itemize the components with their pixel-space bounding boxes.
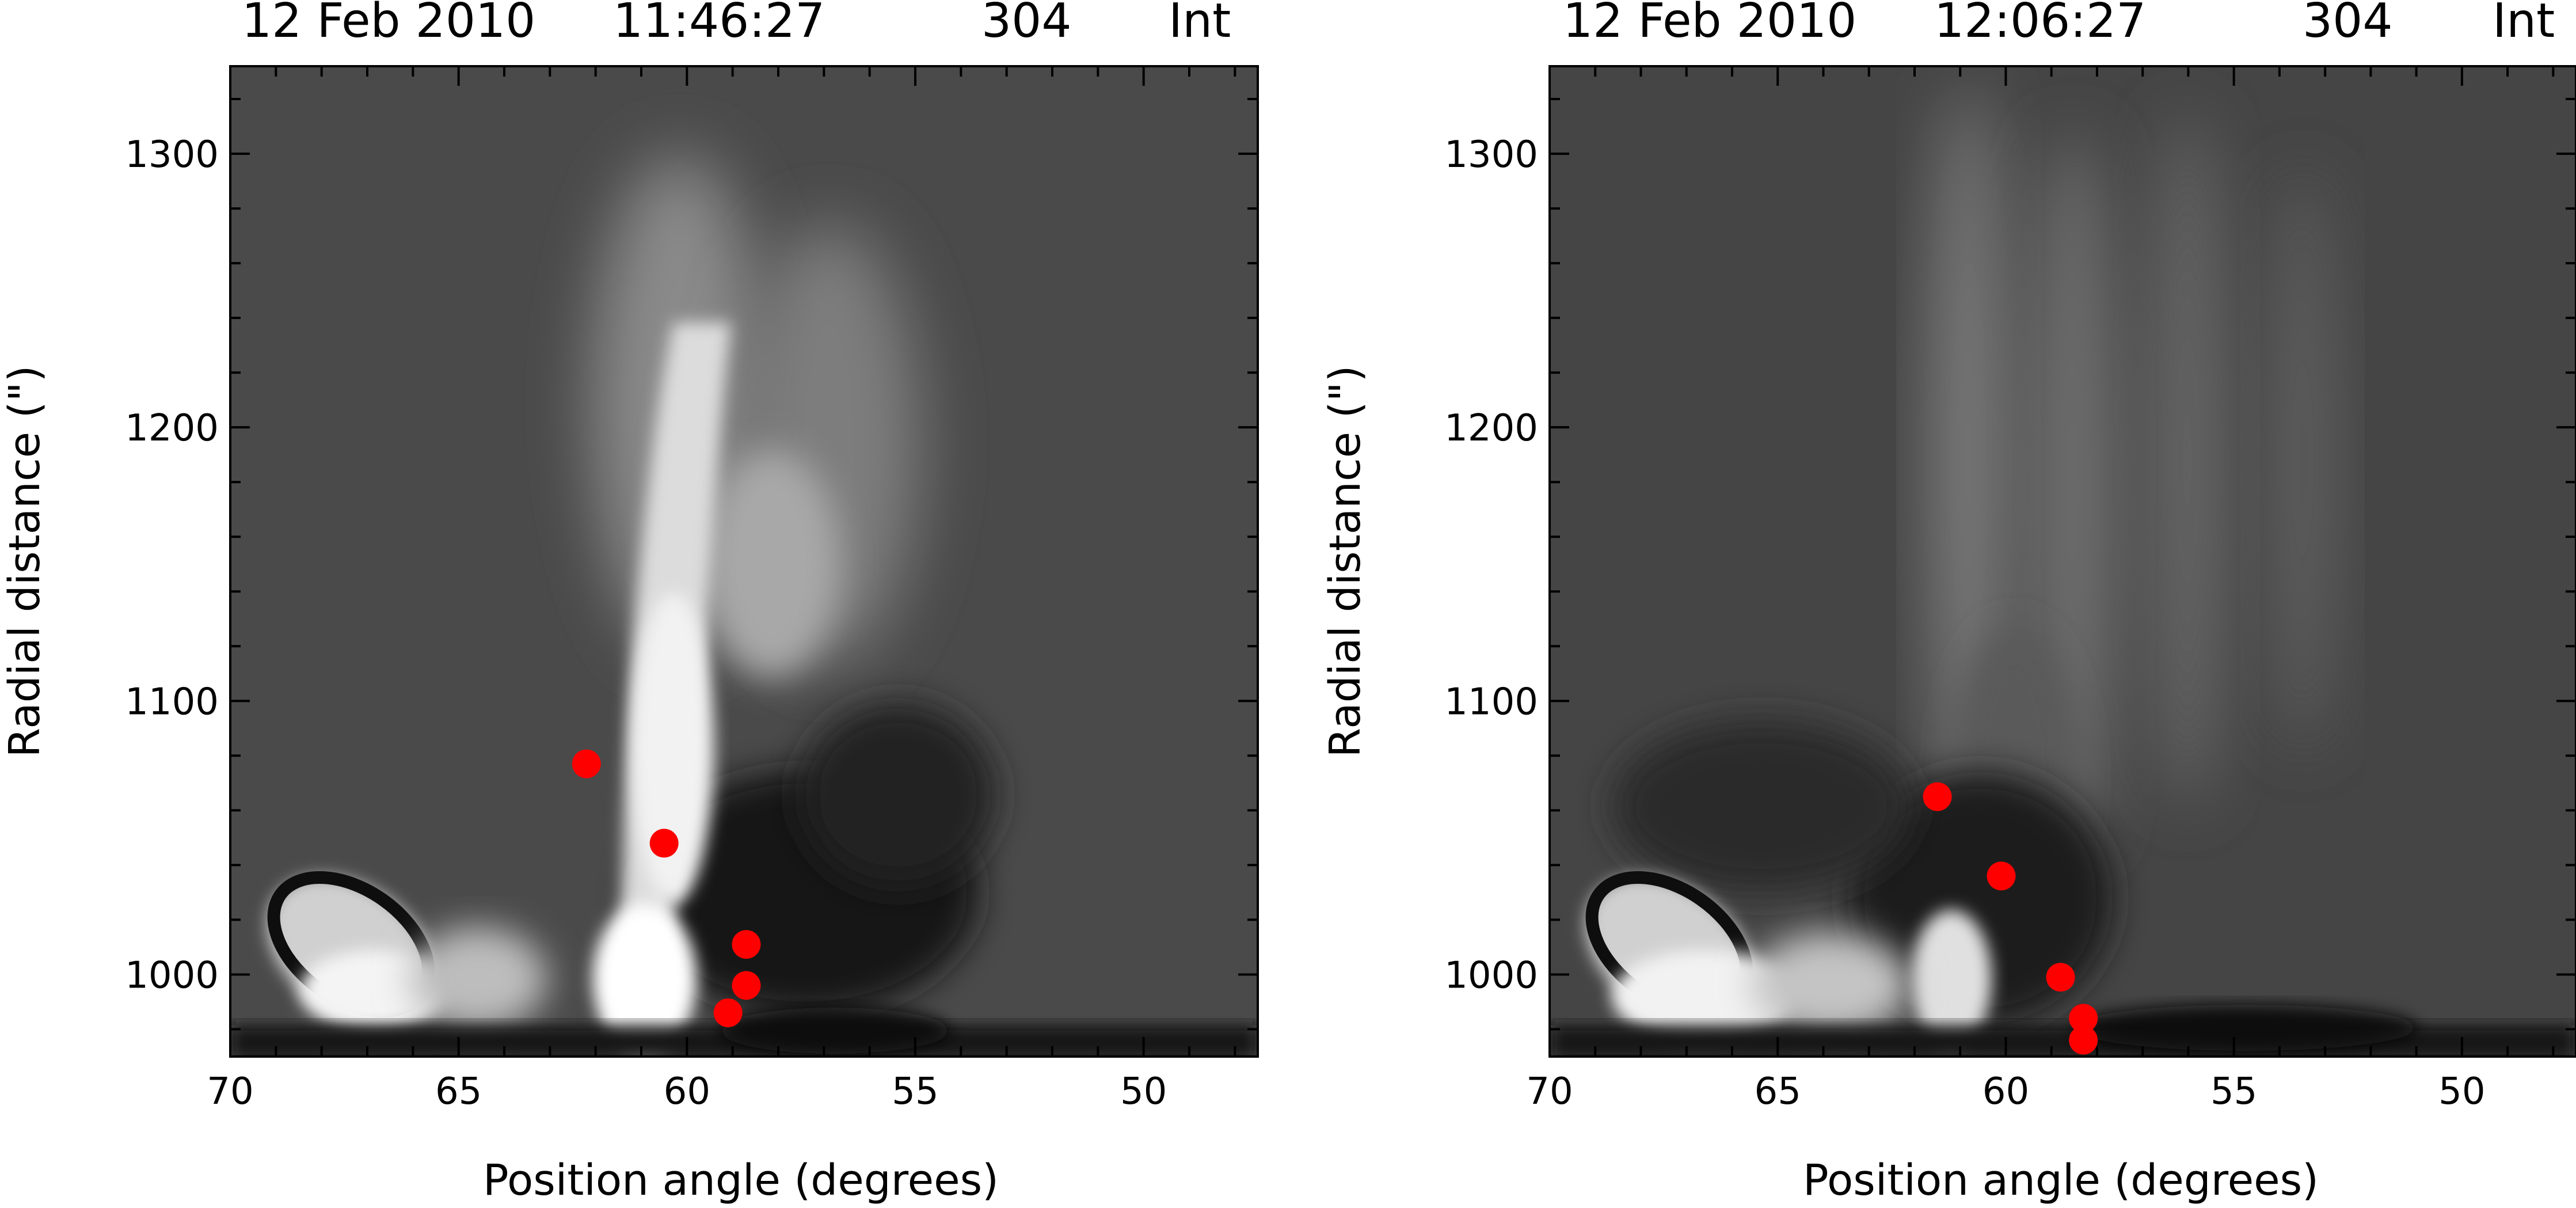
data-point (1923, 782, 1952, 811)
y-tick-labels: 1000 1100 1200 1300 (125, 134, 219, 997)
title-date: 12 Feb 2010 (1563, 0, 1856, 48)
data-points (1923, 782, 2098, 1055)
panel-title: 12 Feb 2010 12:06:27 304 Int (1563, 0, 2555, 48)
data-point (713, 998, 743, 1027)
x-tick-label: 50 (2438, 1070, 2485, 1113)
x-tick-label: 55 (892, 1070, 938, 1113)
title-time: 12:06:27 (1934, 0, 2146, 48)
y-tick-label: 1100 (1444, 681, 1538, 723)
image-background (230, 66, 1258, 1057)
y-tick-label: 1200 (1444, 407, 1538, 450)
y-tick-label: 1000 (1444, 954, 1538, 997)
title-channel: 304 (2303, 0, 2393, 48)
y-tick-label: 1300 (125, 134, 219, 176)
y-tick-label: 1100 (125, 681, 219, 723)
title-mode: Int (2493, 0, 2555, 48)
x-tick-label: 65 (1755, 1070, 1801, 1113)
panel-right: 12 Feb 2010 12:06:27 304 Int (1321, 0, 2576, 1205)
data-point (732, 971, 761, 1000)
plot-frame (1548, 65, 2576, 1058)
title-mode: Int (1169, 0, 1231, 48)
y-tick-label: 1200 (125, 407, 219, 450)
x-tick-label: 55 (2210, 1070, 2257, 1113)
x-tick-label: 60 (664, 1070, 710, 1113)
data-point (649, 829, 679, 858)
data-point (572, 749, 601, 778)
title-channel: 304 (981, 0, 1072, 48)
axis-ticks (1548, 66, 2576, 1057)
x-tick-label: 65 (435, 1070, 482, 1113)
x-tick-label: 60 (1983, 1070, 2029, 1113)
x-axis-label: Position angle (degrees) (1803, 1156, 2319, 1205)
axis-ticks (229, 66, 1258, 1057)
data-point (2069, 1025, 2098, 1055)
x-tick-labels: 70 65 60 55 50 (207, 1070, 1167, 1113)
y-tick-labels: 1000 1100 1200 1300 (1444, 134, 1538, 997)
data-point (2046, 963, 2075, 992)
x-axis-label: Position angle (degrees) (483, 1156, 999, 1205)
y-tick-label: 1000 (125, 954, 219, 997)
y-axis-label: Radial distance (") (0, 366, 50, 758)
title-time: 11:46:27 (613, 0, 825, 48)
image-background (1550, 66, 2576, 1057)
data-point (1987, 861, 2016, 891)
x-tick-label: 70 (1526, 1070, 1573, 1113)
x-tick-label: 70 (207, 1070, 253, 1113)
data-point (2069, 1004, 2098, 1033)
x-tick-label: 50 (1120, 1070, 1167, 1113)
panel-title: 12 Feb 2010 11:46:27 304 Int (242, 0, 1231, 48)
title-date: 12 Feb 2010 (242, 0, 535, 48)
y-axis-label: Radial distance (") (1321, 366, 1370, 758)
data-points (572, 749, 761, 1027)
y-tick-label: 1300 (1444, 134, 1538, 176)
data-point (732, 930, 761, 959)
panel-left: 12 Feb 2010 11:46:27 304 Int (0, 0, 1259, 1205)
x-tick-labels: 70 65 60 55 50 (1526, 1070, 2485, 1113)
plot-frame (229, 65, 1259, 1058)
